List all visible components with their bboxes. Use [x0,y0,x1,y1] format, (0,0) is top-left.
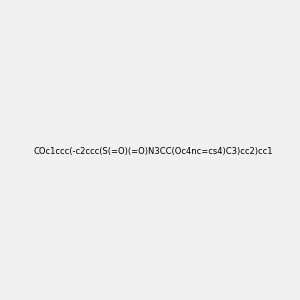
Text: COc1ccc(-c2ccc(S(=O)(=O)N3CC(Oc4nc=cs4)C3)cc2)cc1: COc1ccc(-c2ccc(S(=O)(=O)N3CC(Oc4nc=cs4)C… [34,147,274,156]
